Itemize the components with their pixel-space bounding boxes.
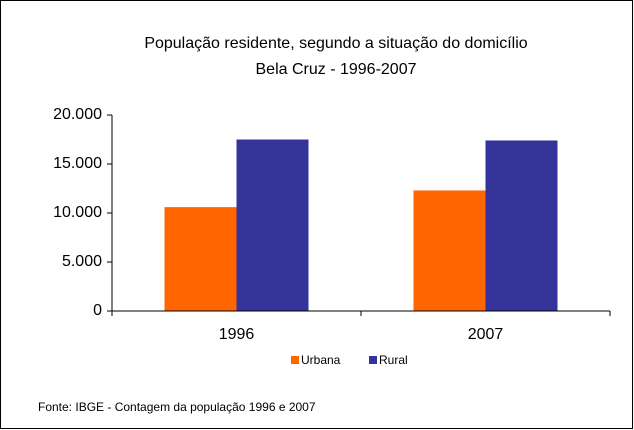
- bar: [236, 139, 309, 311]
- y-tick-label: 15.000: [53, 155, 102, 172]
- source-note: Fonte: IBGE - Contagem da população 1996…: [38, 400, 316, 414]
- y-tick-label: 0: [93, 302, 102, 319]
- bar: [164, 207, 237, 311]
- x-tick-label: 1996: [219, 326, 255, 343]
- y-tick-label: 10.000: [53, 204, 102, 221]
- y-tick-label: 5.000: [62, 253, 102, 270]
- y-tick-label: 20.000: [53, 106, 102, 123]
- x-tick-label: 2007: [468, 326, 504, 343]
- legend-swatch: [291, 356, 299, 364]
- bar: [413, 190, 486, 311]
- legend-swatch: [369, 356, 377, 364]
- chart-subtitle: Bela Cruz - 1996-2007: [256, 61, 417, 78]
- legend-label: Urbana: [301, 353, 341, 367]
- chart-title: População residente, segundo a situação …: [144, 35, 527, 52]
- bar: [485, 140, 558, 311]
- legend-label: Rural: [379, 353, 408, 367]
